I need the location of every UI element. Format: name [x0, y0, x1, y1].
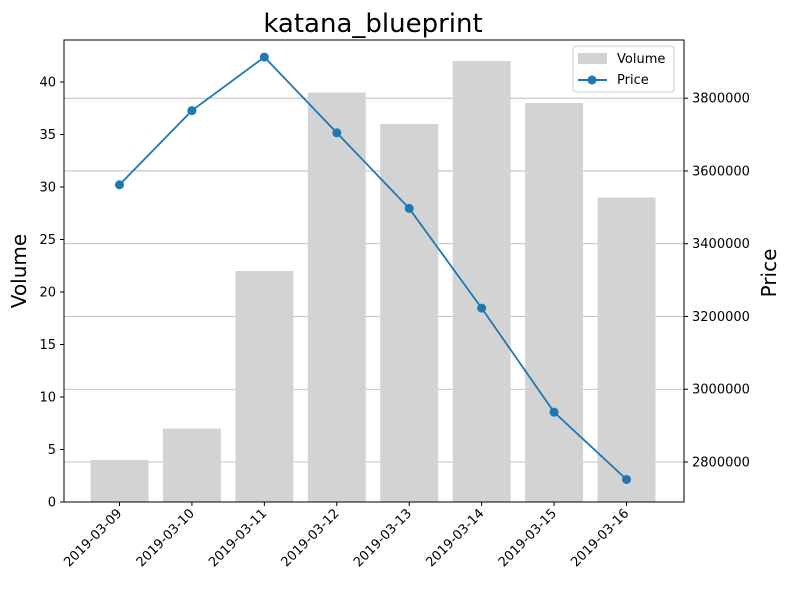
price-point [115, 180, 124, 190]
volume-bar [307, 92, 366, 502]
legend-volume-label: Volume [617, 52, 665, 67]
y-left-axis-label: Volume [7, 234, 31, 308]
x-tick-label: 2019-03-15 [496, 506, 560, 570]
y-right-axis-label: Price [757, 249, 781, 298]
volume-bar [525, 103, 584, 502]
price-line [118, 55, 628, 481]
x-axis: 2019-03-09 2019-03-10 2019-03-11 2019-03-12… [61, 502, 632, 570]
y-right-tick-label: 3200000 [692, 310, 750, 325]
right-axis: 2800000 3000000 3200000 3400000 3600000 38000… [684, 92, 750, 470]
y-left-tick-label: 30 [39, 181, 56, 196]
price-point [622, 474, 631, 484]
price-point [549, 407, 559, 417]
x-tick-label: 2019-03-12 [279, 506, 343, 570]
x-tick-label: 2019-03-13 [351, 506, 415, 570]
y-left-tick-label: 15 [39, 338, 56, 353]
y-right-tick-label: 3000000 [692, 383, 750, 398]
price-point [259, 52, 269, 62]
legend-price-label: Price [617, 73, 649, 88]
y-left-tick-label: 35 [39, 128, 56, 143]
x-tick-label: 2019-03-10 [134, 506, 198, 570]
price-point [404, 203, 414, 213]
x-tick-label: 2019-03-11 [206, 506, 270, 570]
x-tick-label: 2019-03-09 [61, 506, 125, 570]
volume-bar [380, 124, 439, 502]
bar-layer [90, 61, 656, 502]
y-left-tick-label: 25 [39, 233, 56, 248]
line-layer [115, 52, 631, 484]
y-left-tick-label: 0 [48, 496, 56, 511]
chart-title: katana_blueprint [263, 9, 482, 39]
y-right-tick-label: 3600000 [692, 164, 750, 179]
volume-bar [90, 460, 149, 502]
y-left-tick-label: 40 [39, 76, 56, 91]
price-point [477, 303, 487, 313]
y-right-tick-label: 2800000 [692, 455, 750, 470]
legend: Volume Price [572, 45, 675, 93]
plot-frame [63, 39, 685, 503]
x-tick-label: 2019-03-16 [568, 506, 632, 570]
y-right-tick-label: 3800000 [692, 92, 750, 107]
y-right-tick-label: 3400000 [692, 237, 750, 252]
grid-layer [64, 97, 684, 463]
y-left-tick-label: 20 [39, 286, 56, 301]
legend-price-marker [587, 75, 597, 85]
price-point [187, 106, 197, 116]
volume-bar [162, 428, 221, 502]
left-axis: 0 5 10 15 20 25 30 35 40 [39, 76, 64, 511]
y-left-tick-label: 10 [39, 391, 56, 406]
y-left-tick-label: 5 [48, 443, 56, 458]
x-tick-label: 2019-03-14 [423, 506, 487, 570]
price-point [332, 128, 342, 138]
volume-bar [597, 197, 656, 502]
legend-volume-swatch [578, 53, 607, 64]
volume-bar [235, 271, 294, 502]
